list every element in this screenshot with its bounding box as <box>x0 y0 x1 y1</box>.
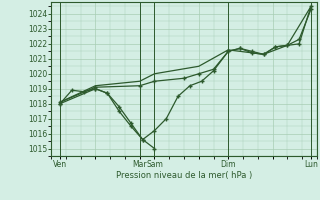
X-axis label: Pression niveau de la mer( hPa ): Pression niveau de la mer( hPa ) <box>116 171 252 180</box>
